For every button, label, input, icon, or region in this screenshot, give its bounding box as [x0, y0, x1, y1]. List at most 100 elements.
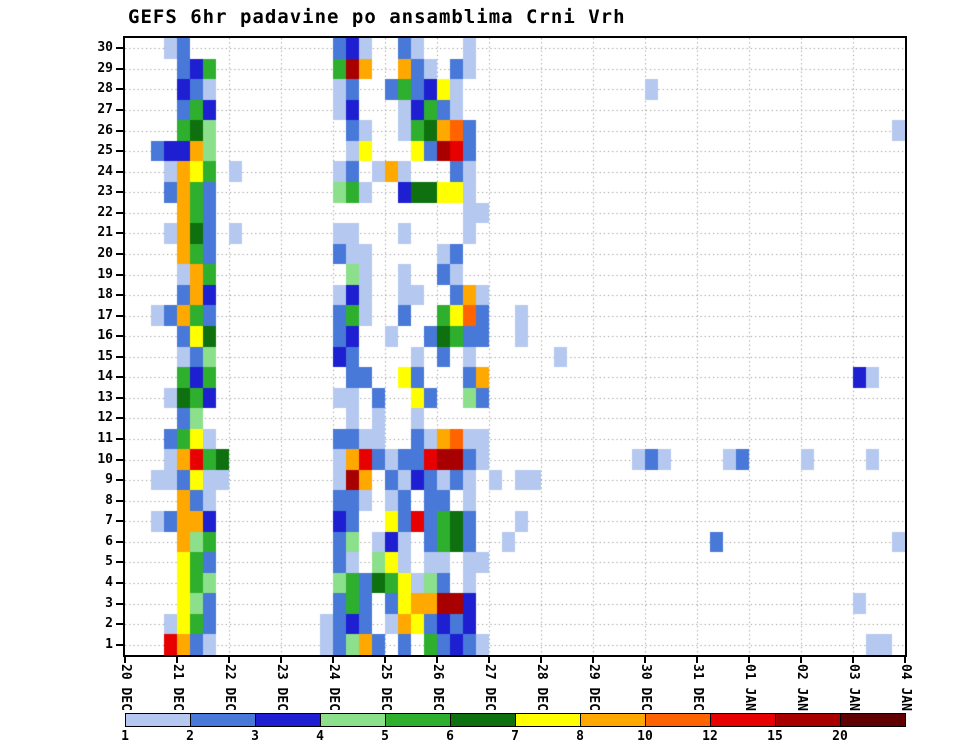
- y-tick-label: 12: [97, 410, 113, 426]
- legend-color-swatch: [840, 713, 906, 727]
- y-tick: [116, 438, 123, 441]
- y-tick-label: 17: [97, 307, 113, 323]
- y-tick: [116, 479, 123, 482]
- y-tick-label: 18: [97, 287, 113, 303]
- x-tick: [384, 657, 386, 663]
- legend-color-swatch: [190, 713, 256, 727]
- y-tick: [116, 108, 123, 111]
- legend-color-swatch: [580, 713, 646, 727]
- legend-tick-label: 12: [702, 729, 718, 742]
- x-tick-label: 23 DEC: [274, 664, 289, 711]
- y-tick: [116, 623, 123, 626]
- legend-tick-label: 1: [121, 729, 129, 742]
- x-tick-label: 30 DEC: [638, 664, 653, 711]
- y-tick-label: 19: [97, 266, 113, 282]
- chart-title: GEFS 6hr padavine po ansamblima Crni Vrh: [128, 6, 626, 28]
- y-tick-label: 22: [97, 204, 113, 220]
- x-tick-label: 04 JAN: [898, 664, 913, 711]
- legend-tick-label: 15: [767, 729, 783, 742]
- x-tick-label: 02 JAN: [794, 664, 809, 711]
- y-tick: [116, 602, 123, 605]
- heatmap-canvas: [125, 38, 905, 655]
- y-tick: [116, 643, 123, 646]
- legend-color-swatch: [515, 713, 581, 727]
- y-tick-label: 29: [97, 60, 113, 76]
- y-tick: [116, 417, 123, 420]
- y-tick-label: 9: [105, 472, 113, 488]
- y-tick-label: 10: [97, 451, 113, 467]
- legend-color-swatch: [385, 713, 451, 727]
- y-tick: [116, 67, 123, 70]
- x-tick-label: 01 JAN: [742, 664, 757, 711]
- y-tick: [116, 170, 123, 173]
- y-tick-label: 13: [97, 389, 113, 405]
- y-tick-label: 27: [97, 101, 113, 117]
- x-tick-label: 20 DEC: [118, 664, 133, 711]
- x-tick: [280, 657, 282, 663]
- x-tick-label: 21 DEC: [170, 664, 185, 711]
- legend-tick-label: 20: [832, 729, 848, 742]
- y-tick: [116, 561, 123, 564]
- legend-color-swatch: [320, 713, 386, 727]
- x-tick: [852, 657, 854, 663]
- y-tick: [116, 88, 123, 91]
- y-tick-label: 16: [97, 328, 113, 344]
- x-tick: [696, 657, 698, 663]
- y-tick: [116, 499, 123, 502]
- legend-tick-label: 8: [576, 729, 584, 742]
- y-tick-label: 21: [97, 225, 113, 241]
- y-tick-label: 11: [97, 431, 113, 447]
- legend-tick-label: 5: [381, 729, 389, 742]
- y-tick: [116, 129, 123, 132]
- y-tick-label: 6: [105, 533, 113, 549]
- legend-tick-label: 2: [186, 729, 194, 742]
- x-tick-label: 25 DEC: [378, 664, 393, 711]
- x-tick: [488, 657, 490, 663]
- y-tick-label: 26: [97, 122, 113, 138]
- legend-color-swatch: [450, 713, 516, 727]
- y-tick-label: 28: [97, 81, 113, 97]
- x-tick: [176, 657, 178, 663]
- y-tick-label: 4: [105, 575, 113, 591]
- y-tick: [116, 191, 123, 194]
- y-tick: [116, 252, 123, 255]
- x-tick: [124, 657, 126, 663]
- legend-tick-label: 10: [637, 729, 653, 742]
- x-tick-label: 29 DEC: [586, 664, 601, 711]
- y-tick: [116, 376, 123, 379]
- legend-tick-label: 4: [316, 729, 324, 742]
- x-tick: [644, 657, 646, 663]
- y-tick-label: 24: [97, 163, 113, 179]
- y-tick-label: 20: [97, 245, 113, 261]
- y-tick: [116, 355, 123, 358]
- x-tick: [592, 657, 594, 663]
- y-tick-label: 30: [97, 40, 113, 56]
- y-tick: [116, 458, 123, 461]
- x-tick-label: 03 JAN: [846, 664, 861, 711]
- x-tick: [748, 657, 750, 663]
- y-tick: [116, 396, 123, 399]
- x-tick-label: 27 DEC: [482, 664, 497, 711]
- legend-color-swatch: [710, 713, 776, 727]
- x-tick: [540, 657, 542, 663]
- x-tick: [800, 657, 802, 663]
- y-tick-label: 5: [105, 554, 113, 570]
- y-tick-label: 23: [97, 184, 113, 200]
- y-tick: [116, 335, 123, 338]
- y-tick-label: 3: [105, 595, 113, 611]
- legend-color-swatch: [775, 713, 841, 727]
- y-tick-label: 2: [105, 616, 113, 632]
- legend-tick-label: 7: [511, 729, 519, 742]
- legend-tick-label: 6: [446, 729, 454, 742]
- legend-tick-label: 3: [251, 729, 259, 742]
- x-tick: [436, 657, 438, 663]
- y-tick: [116, 211, 123, 214]
- x-tick-label: 24 DEC: [326, 664, 341, 711]
- y-tick-label: 1: [105, 636, 113, 652]
- y-tick: [116, 273, 123, 276]
- legend-color-swatch: [255, 713, 321, 727]
- y-tick-label: 15: [97, 348, 113, 364]
- y-tick: [116, 314, 123, 317]
- y-tick: [116, 540, 123, 543]
